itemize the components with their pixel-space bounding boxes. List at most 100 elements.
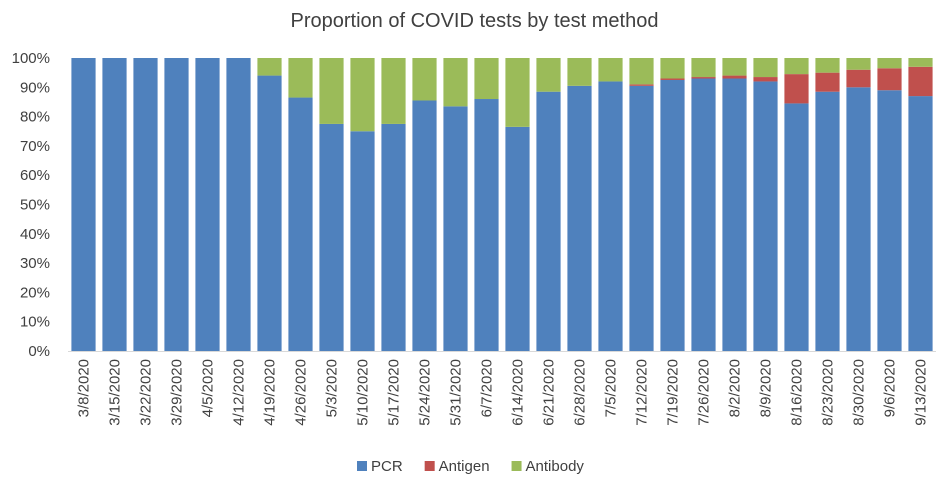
bar-segment-pcr: [288, 97, 313, 352]
bar-segment-antibody: [598, 58, 623, 82]
x-tick-label: 5/31/2020: [448, 359, 465, 426]
bar-segment-pcr: [753, 81, 778, 351]
bar-segment-antibody: [629, 58, 654, 85]
x-tick-label: 8/16/2020: [789, 359, 806, 426]
bar-segment-antigen: [691, 77, 716, 79]
bar-segment-antibody: [505, 58, 530, 127]
y-tick-label: 100%: [12, 50, 50, 67]
x-tick-label: 6/14/2020: [510, 359, 527, 426]
x-tick-label: 3/15/2020: [107, 359, 124, 426]
y-tick-label: 30%: [20, 255, 50, 272]
y-tick-label: 70%: [20, 138, 50, 155]
bar-segment-antibody: [660, 58, 685, 79]
legend-swatch-pcr: [357, 461, 367, 471]
x-tick-label: 9/13/2020: [913, 359, 930, 426]
y-tick-label: 90%: [20, 79, 50, 96]
bar-segment-antibody: [474, 58, 499, 100]
x-tick-label: 3/8/2020: [76, 359, 93, 417]
bar-segment-antigen: [815, 72, 840, 92]
bar-segment-pcr: [319, 123, 344, 351]
x-tick-label: 8/9/2020: [758, 359, 775, 417]
x-tick-label: 6/7/2020: [479, 359, 496, 417]
bar-segment-antigen: [660, 78, 685, 80]
bar-segment-antibody: [288, 58, 313, 98]
x-tick-label: 7/5/2020: [603, 359, 620, 417]
bar-segment-pcr: [71, 58, 96, 351]
x-tick-label: 7/26/2020: [696, 359, 713, 426]
y-tick-label: 0%: [28, 343, 50, 360]
x-tick-label: 6/28/2020: [572, 359, 589, 426]
bar-segment-pcr: [226, 58, 251, 351]
legend-label-antibody: Antibody: [526, 458, 585, 475]
bar-segment-antibody: [412, 58, 437, 101]
bar-segment-pcr: [474, 99, 499, 352]
legend-swatch-antibody: [511, 461, 522, 471]
bar-segment-antibody: [257, 58, 282, 76]
bar-segment-pcr: [133, 58, 158, 351]
x-tick-label: 7/19/2020: [665, 359, 682, 426]
bar-segment-antigen: [908, 66, 933, 97]
x-tick-label: 4/26/2020: [293, 359, 310, 426]
bar-segment-antibody: [753, 58, 778, 78]
bar-segment-pcr: [443, 106, 468, 351]
bar-segment-antibody: [567, 58, 592, 86]
y-tick-label: 20%: [20, 284, 50, 301]
bar-segment-antibody: [908, 58, 933, 67]
bar-segment-antibody: [846, 58, 871, 70]
bar-segment-pcr: [784, 103, 809, 351]
bar-segment-antigen: [753, 77, 778, 82]
x-tick-label: 3/29/2020: [169, 359, 186, 426]
bar-segment-pcr: [567, 85, 592, 352]
bar-segment-antibody: [784, 58, 809, 75]
bar-segment-antibody: [319, 58, 344, 124]
bar-segment-pcr: [195, 58, 220, 351]
bar-segment-pcr: [412, 100, 437, 351]
x-tick-label: 5/3/2020: [324, 359, 341, 417]
bar-segment-pcr: [846, 87, 871, 352]
x-tick-label: 9/6/2020: [882, 359, 899, 417]
bar-segment-pcr: [629, 85, 654, 352]
x-tick-label: 8/30/2020: [851, 359, 868, 426]
x-tick-label: 5/17/2020: [386, 359, 403, 426]
chart-title: Proportion of COVID tests by test method: [290, 10, 659, 32]
x-tick-label: 8/2/2020: [727, 359, 744, 417]
x-tick-label: 7/12/2020: [634, 359, 651, 426]
bar-segment-antibody: [877, 58, 902, 69]
bar-segment-pcr: [660, 79, 685, 351]
bar-segment-pcr: [350, 131, 375, 351]
bar-segment-pcr: [722, 78, 747, 351]
bar-segment-pcr: [598, 81, 623, 351]
bar-segment-pcr: [908, 96, 933, 351]
x-tick-label: 4/12/2020: [231, 359, 248, 426]
bar-segment-pcr: [381, 123, 406, 351]
bar-segment-pcr: [536, 91, 561, 351]
bar-segment-pcr: [102, 58, 127, 351]
y-tick-label: 40%: [20, 226, 50, 243]
bar-segment-antigen: [846, 69, 871, 88]
bar-segment-antibody: [536, 58, 561, 92]
x-tick-label: 8/23/2020: [820, 359, 837, 426]
x-tick-label: 4/19/2020: [262, 359, 279, 426]
bar-segment-antigen: [629, 84, 654, 86]
y-tick-label: 10%: [20, 314, 50, 331]
x-tick-label: 5/24/2020: [417, 359, 434, 426]
y-tick-label: 60%: [20, 167, 50, 184]
legend-swatch-antigen: [424, 461, 435, 471]
x-tick-label: 6/21/2020: [541, 359, 558, 426]
bar-segment-pcr: [164, 58, 189, 351]
legend-label-pcr: PCR: [371, 458, 403, 475]
legend-label-antigen: Antigen: [439, 458, 490, 475]
y-tick-label: 80%: [20, 109, 50, 126]
bar-segment-antibody: [691, 58, 716, 78]
bar-segment-pcr: [691, 78, 716, 351]
bar-segment-antigen: [784, 74, 809, 104]
bar-segment-pcr: [877, 90, 902, 351]
bar-segment-pcr: [815, 91, 840, 351]
x-tick-label: 5/10/2020: [355, 359, 372, 426]
y-tick-label: 50%: [20, 197, 50, 214]
bar-segment-antibody: [443, 58, 468, 107]
bar-segment-antigen: [722, 75, 747, 79]
bar-segment-pcr: [505, 126, 530, 351]
bar-segment-antibody: [381, 58, 406, 124]
